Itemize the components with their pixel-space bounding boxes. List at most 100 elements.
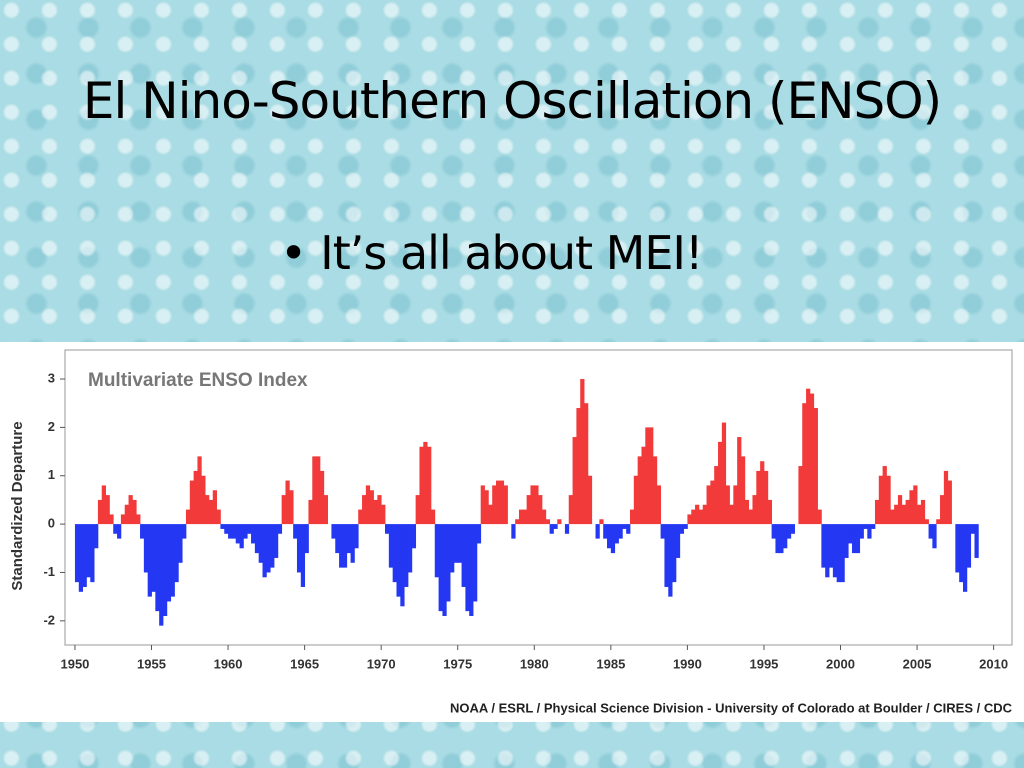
bar [132, 499, 137, 525]
bar [285, 480, 290, 525]
bar [874, 499, 880, 525]
bar [660, 524, 665, 539]
bar [178, 524, 183, 563]
bar [913, 485, 918, 525]
bar [829, 524, 834, 568]
bar [584, 403, 589, 525]
bar [293, 524, 298, 539]
bar [668, 524, 673, 597]
bar [446, 524, 451, 602]
bar [836, 524, 841, 583]
bar [572, 437, 577, 525]
bar [430, 509, 436, 525]
bar [143, 524, 149, 573]
bar [779, 524, 784, 554]
bar [350, 524, 355, 563]
bar [496, 480, 501, 525]
bar [821, 524, 826, 568]
bar [473, 524, 478, 602]
bar [86, 524, 91, 578]
bar [109, 514, 114, 525]
bar [155, 524, 160, 612]
bar [316, 456, 321, 525]
bar [917, 504, 922, 525]
bar [587, 475, 593, 525]
bar [844, 524, 849, 558]
x-tick-label: 1995 [749, 656, 778, 671]
bar [247, 524, 252, 534]
bar [687, 514, 692, 525]
x-tick-label: 1985 [596, 656, 625, 671]
bar [212, 490, 217, 525]
bar [147, 524, 152, 597]
bar [331, 524, 336, 539]
x-tick-label: 2000 [826, 656, 855, 671]
bar [760, 461, 765, 525]
bar [407, 524, 413, 573]
bar [300, 524, 306, 587]
bar [901, 504, 906, 525]
bar [568, 495, 573, 525]
bar [863, 524, 868, 529]
bar [419, 446, 424, 525]
bar [974, 524, 979, 558]
bar [124, 504, 129, 525]
bar [369, 490, 374, 525]
bar [710, 480, 715, 525]
bar [518, 509, 524, 525]
bar [534, 485, 539, 525]
bar [679, 524, 684, 534]
bar [963, 524, 968, 592]
bar [312, 456, 317, 525]
bar [813, 408, 818, 525]
bar [802, 403, 807, 525]
x-tick-label: 1950 [60, 656, 89, 671]
bar [113, 524, 118, 534]
bar [894, 504, 899, 525]
bar [955, 524, 960, 573]
bar [136, 514, 141, 525]
y-tick-label: -1 [43, 564, 55, 579]
bar [832, 524, 838, 578]
bar [859, 524, 864, 539]
bar [251, 524, 256, 544]
bar [216, 509, 221, 525]
bar [74, 524, 80, 583]
bar [373, 499, 378, 525]
bar [580, 379, 585, 525]
bar [783, 524, 788, 549]
bar [530, 485, 535, 525]
bar [197, 456, 202, 525]
bar [442, 524, 447, 616]
bar [809, 393, 815, 525]
bar [959, 524, 964, 583]
bar [595, 524, 600, 539]
bar [101, 485, 106, 525]
bar [718, 441, 723, 525]
bar [469, 524, 474, 616]
bar [415, 495, 420, 525]
bar [817, 509, 822, 525]
bar [633, 475, 639, 525]
bar [97, 499, 103, 525]
bar [488, 504, 493, 525]
bar [396, 524, 401, 597]
x-tick-label: 1955 [137, 656, 166, 671]
bar [725, 485, 730, 525]
bar [557, 519, 562, 525]
bar [511, 524, 516, 539]
bar [576, 408, 581, 525]
bar [618, 524, 623, 539]
bar [182, 524, 187, 539]
bar [457, 524, 462, 563]
bar [737, 437, 742, 525]
bar [545, 519, 551, 525]
bar [411, 524, 417, 549]
x-tick-label: 2005 [903, 656, 932, 671]
bar [480, 485, 485, 525]
chart: Multivariate ENSO Index Standardized Dep… [0, 342, 1024, 722]
bar [220, 524, 225, 529]
bar [228, 524, 233, 539]
bar [281, 495, 286, 525]
